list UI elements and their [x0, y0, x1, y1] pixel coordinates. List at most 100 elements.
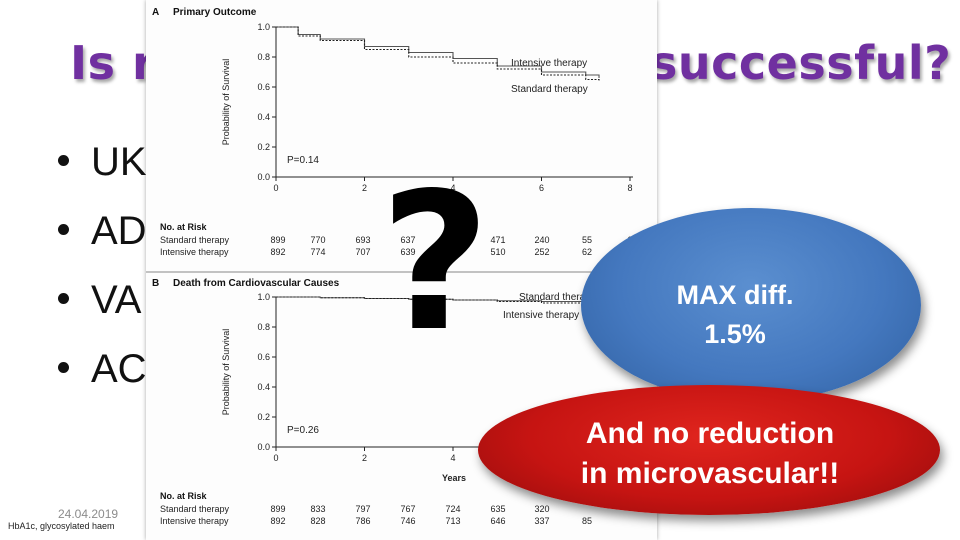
panel-b-y-tick-label: 0.2 — [257, 412, 270, 422]
panel-b-risk-cell: 646 — [490, 516, 505, 526]
bullet-item: AD — [58, 209, 147, 254]
blue-callout-text: MAX diff. 1.5% — [660, 276, 810, 354]
panel-a-axes: 0.0 0.2 0.4 0.6 0.8 1.0 0 2 4 6 8 — [257, 22, 633, 193]
panel-a-label: A — [152, 7, 159, 18]
panel-a-risk-cell: 55 — [582, 235, 592, 245]
panel-b-y-tick-label: 0.0 — [257, 442, 270, 452]
panel-b-risk-cell: 828 — [310, 516, 325, 526]
panel-b-xlabel: Years — [442, 473, 466, 483]
panel-b-risk-cell: 713 — [445, 516, 460, 526]
panel-a-risk-cell: 707 — [355, 247, 370, 257]
panel-b-risk-cell: 767 — [400, 504, 415, 514]
panel-a-curves — [276, 26, 600, 81]
panel-b-series-label: Standard therapy — [519, 292, 596, 303]
panel-a-x-tick-label: 6 — [539, 183, 544, 193]
red-callout-line: And no reduction — [585, 417, 835, 450]
survival-figure-svg: A Primary Outcome Probability of Surviva… — [146, 7, 657, 526]
panel-b-risk-row-name: Intensive therapy — [160, 516, 229, 526]
panel-b-risk-cell: 797 — [355, 504, 370, 514]
panel-a-risk-cell: 639 — [400, 247, 415, 257]
panel-b-label: B — [152, 278, 159, 289]
panel-b-risk-cell: 635 — [490, 504, 505, 514]
panel-b-y-tick-label: 0.6 — [257, 352, 270, 362]
panel-a-y-tick-label: 0.4 — [257, 112, 270, 122]
footnote: HbA1c, glycosylated haem — [8, 521, 115, 531]
bullet-text: AC — [91, 347, 147, 391]
panel-b-risk-cell: 724 — [445, 504, 460, 514]
panel-a-risk-row-name: Intensive therapy — [160, 247, 229, 257]
bullet-dot-icon — [58, 223, 69, 235]
panel-b-risk-cell: 892 — [270, 516, 285, 526]
panel-b-title: Death from Cardiovascular Causes — [173, 278, 340, 289]
panel-a-risk-cell: 240 — [534, 235, 549, 245]
bullet-item: VA — [58, 278, 141, 323]
panel-b-y-tick-label: 0.8 — [257, 322, 270, 332]
bullet-dot-icon — [58, 292, 69, 304]
panel-a-risk-header: No. at Risk — [160, 222, 208, 232]
panel-a-risk-cell: 252 — [534, 247, 549, 257]
panel-a-x-tick-label: 2 — [362, 183, 367, 193]
panel-b-risk-header: No. at Risk — [160, 491, 208, 501]
panel-b-risk-cell: 833 — [310, 504, 325, 514]
panel-b-axes: 0.0 0.2 0.4 0.6 0.8 1.0 0 2 4 — [257, 292, 633, 463]
blue-callout-line: MAX diff. — [676, 280, 794, 310]
panel-b-y-tick-label: 1.0 — [257, 292, 270, 302]
slide-title-right: successful? — [650, 36, 952, 90]
panel-a-series-label: Intensive therapy — [511, 58, 587, 69]
panel-b-risk-row-name: Standard therapy — [160, 504, 230, 514]
panel-a-y-tick-label: 0.0 — [257, 172, 270, 182]
panel-b-risk-table: Standard therapy 899 833 797 767 724 635 320 Int… — [160, 504, 592, 526]
panel-a-risk-row-name: Standard therapy — [160, 235, 230, 245]
panel-b-curves — [276, 296, 600, 305]
panel-b-x-tick-label: 0 — [273, 453, 278, 463]
blue-callout-oval — [581, 208, 921, 402]
panel-a-risk-cell: 770 — [310, 235, 325, 245]
panel-b-p-value: P=0.26 — [287, 425, 319, 436]
slide-date: 24.04.2019 — [58, 507, 119, 521]
panel-a-y-tick-label: 0.2 — [257, 142, 270, 152]
panel-b-risk-cell: 337 — [534, 516, 549, 526]
red-callout-text: And no reduction in microvascular!! — [520, 414, 900, 494]
panel-a-y-tick-label: 1.0 — [257, 22, 270, 32]
panel-b-risk-cell: 786 — [355, 516, 370, 526]
panel-b-ylabel: Probability of Survival — [221, 329, 231, 416]
bullet-item: AC — [58, 347, 147, 392]
panel-a-risk-cell: 510 — [490, 247, 505, 257]
bullet-dot-icon — [58, 154, 69, 166]
panel-a-xlabel: Years — [442, 204, 466, 214]
red-callout-line: in microvascular!! — [580, 457, 840, 490]
panel-b-risk-cell: 899 — [270, 504, 285, 514]
bullet-text: UK — [91, 140, 147, 184]
panel-a-y-tick-label: 0.8 — [257, 52, 270, 62]
bullet-item: UK — [58, 140, 147, 185]
panel-a-title: Primary Outcome — [173, 7, 257, 18]
blue-callout-line: 1.5% — [704, 319, 766, 349]
panel-b-series-label: Intensive therapy — [503, 310, 579, 321]
panel-a-series-label: Standard therapy — [511, 84, 588, 95]
panel-a-ylabel: Probability of Survival — [221, 59, 231, 146]
panel-a-p-value: P=0.14 — [287, 155, 319, 166]
panel-b-risk-cell: 746 — [400, 516, 415, 526]
panel-b-x-tick-label: 4 — [450, 453, 455, 463]
panel-b-y-tick-label: 0.4 — [257, 382, 270, 392]
panel-a-y-tick-label: 0.6 — [257, 82, 270, 92]
panel-a-risk-cell: 62 — [582, 247, 592, 257]
panel-a-risk-cell: 899 — [270, 235, 285, 245]
panel-a-risk-cell: 637 — [400, 235, 415, 245]
panel-a-risk-cell: 774 — [310, 247, 325, 257]
panel-a-risk-cell: 471 — [490, 235, 505, 245]
bullet-text: VA — [91, 278, 142, 322]
panel-a-series-line — [276, 26, 600, 81]
panel-a-x-tick-label: 8 — [627, 183, 632, 193]
question-mark: ? — [380, 152, 491, 373]
panel-a-risk-cell: 5 — [450, 235, 455, 245]
bullet-dot-icon — [58, 361, 69, 373]
slide-title-left: Is r — [70, 36, 156, 90]
bullet-text: AD — [91, 209, 147, 253]
panel-a-x-tick-label: 0 — [273, 183, 278, 193]
panel-a-risk-cell: 892 — [270, 247, 285, 257]
panel-a-series-line — [276, 26, 600, 78]
panel-b-risk-cell: 85 — [582, 516, 592, 526]
red-callout-oval — [478, 385, 940, 515]
